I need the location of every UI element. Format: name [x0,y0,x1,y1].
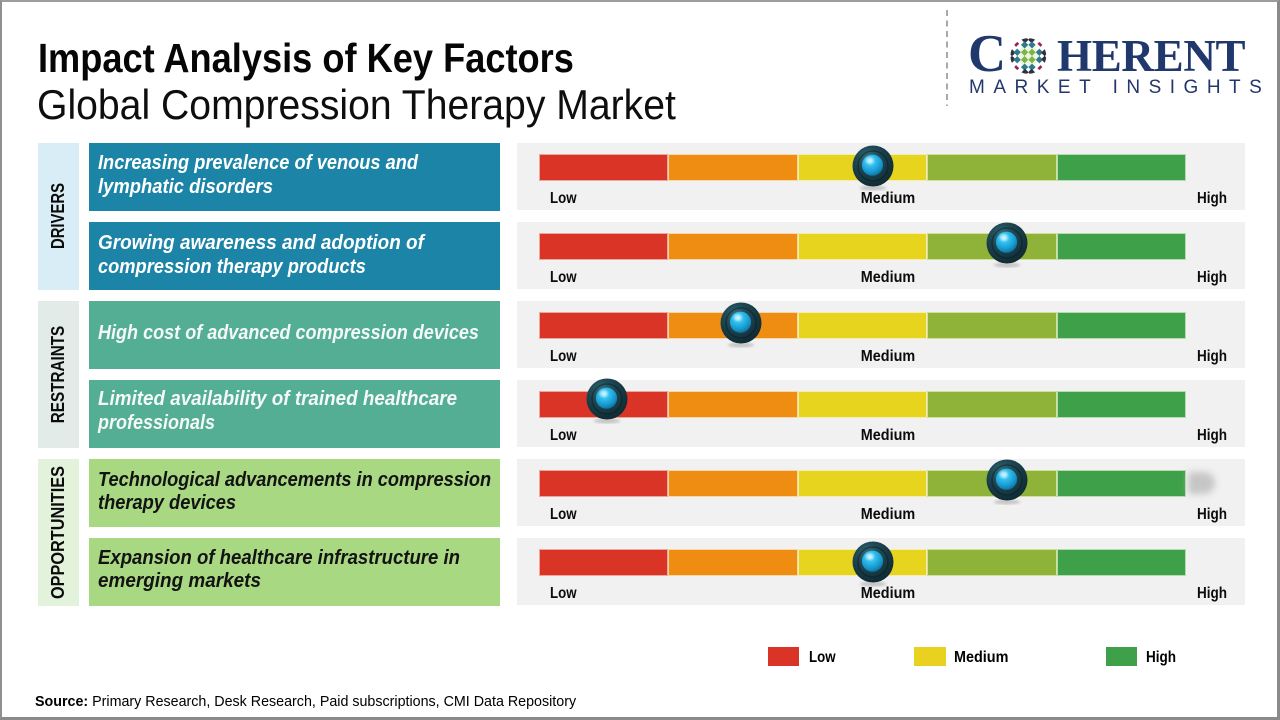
svg-text:HERENT: HERENT [1057,31,1246,81]
svg-text:C: C [968,28,1006,83]
svg-text:MARKET INSIGHTS: MARKET INSIGHTS [969,77,1270,98]
